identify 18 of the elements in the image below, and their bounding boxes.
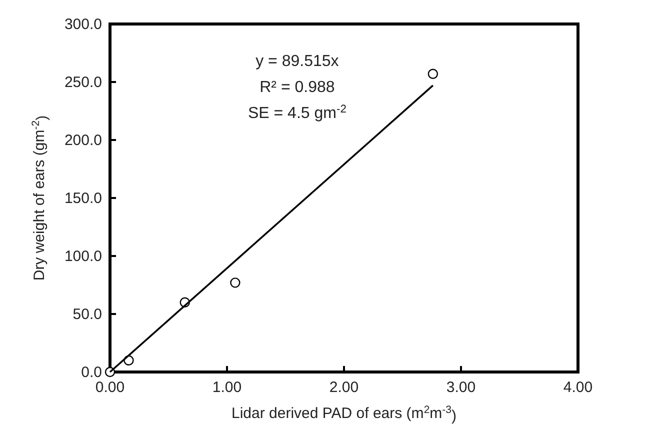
y-tick-label: 150.0 — [64, 190, 102, 207]
x-tick-label: 3.00 — [446, 379, 476, 396]
x-axis-title: Lidar derived PAD of ears (m$^{2}$m$^{-3}$) — [232, 404, 456, 424]
x-tick-label: 1.00 — [212, 379, 242, 396]
annotation: R² = 0.988 — [260, 79, 335, 96]
y-tick-label: 100.0 — [64, 248, 102, 265]
x-tick-label: 2.00 — [329, 379, 359, 396]
y-tick-label: 0.0 — [81, 364, 102, 381]
y-tick-label: 50.0 — [72, 306, 102, 323]
annotation: y = 89.515x — [256, 53, 339, 70]
y-tick-label: 250.0 — [64, 74, 102, 91]
y-tick-label: 300.0 — [64, 16, 102, 33]
x-tick-label: 4.00 — [563, 379, 593, 396]
annotation: SE = 4.5 gm$^{-2}$ — [248, 103, 346, 122]
point — [428, 68, 438, 79]
point — [230, 278, 240, 288]
x-tick-label: 0.00 — [95, 379, 125, 396]
y-tick-label: 200.0 — [64, 132, 102, 149]
